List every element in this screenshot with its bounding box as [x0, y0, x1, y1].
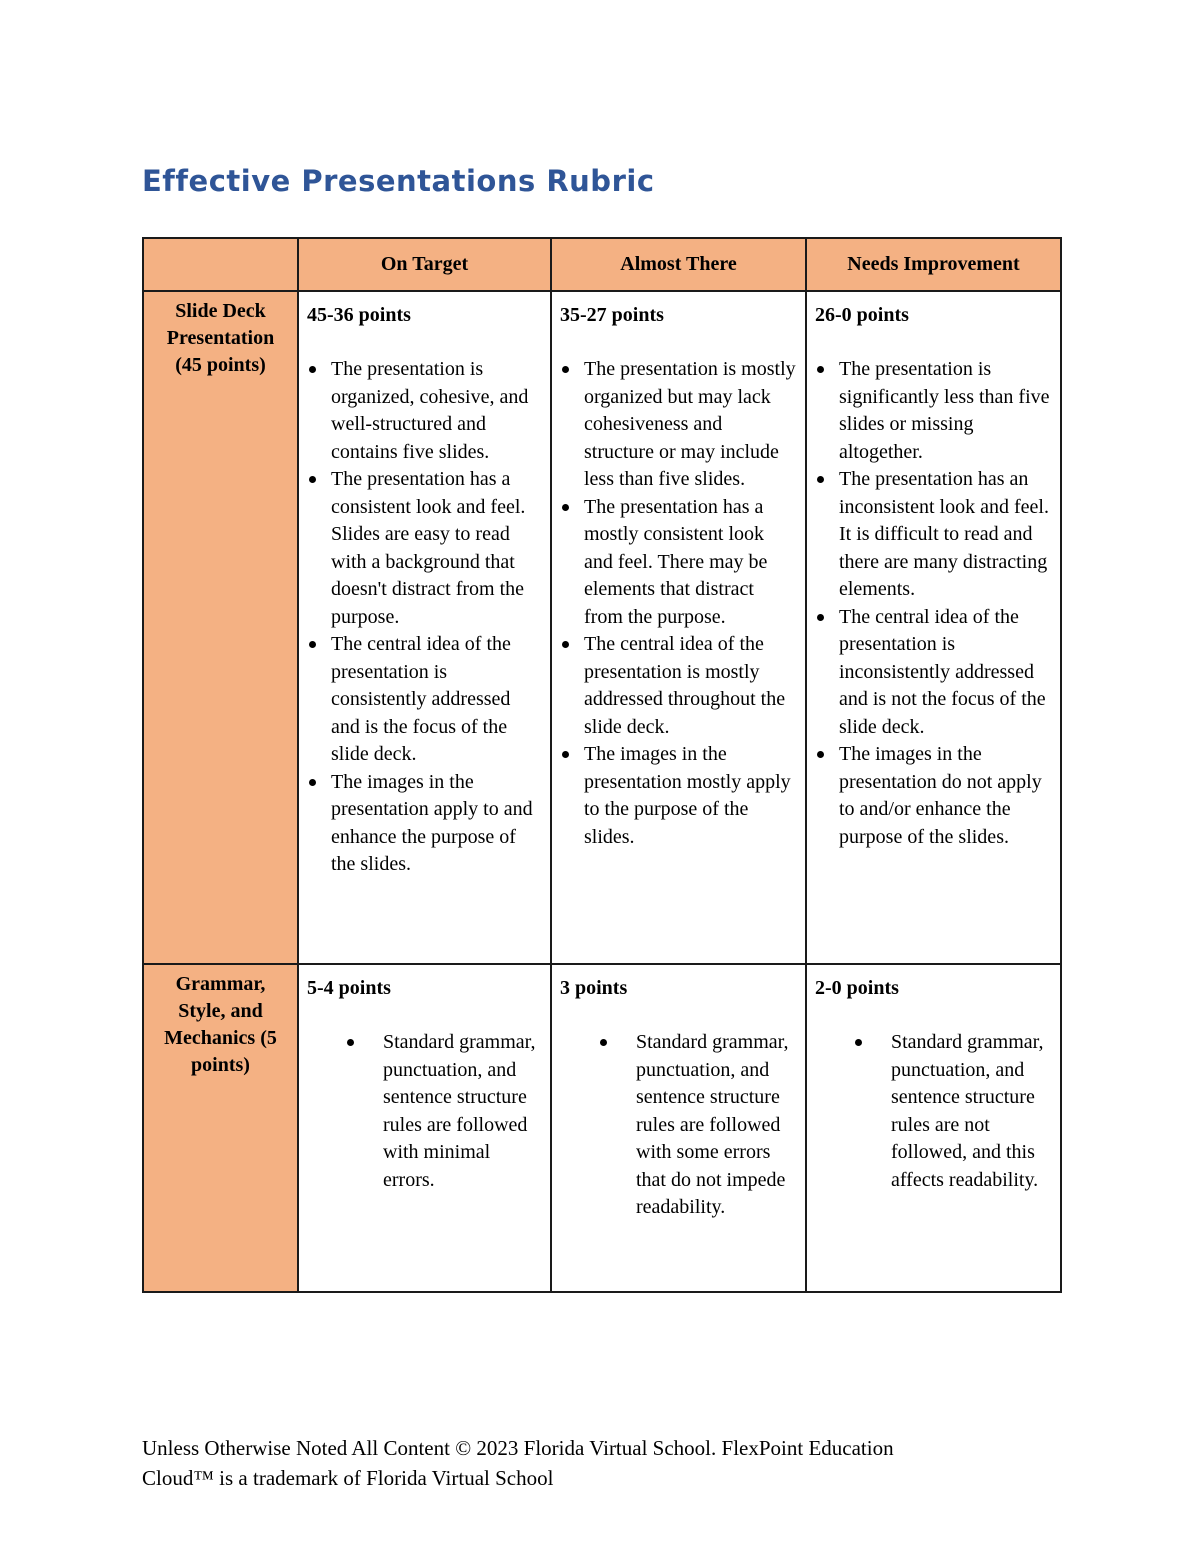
header-cell-empty: [142, 237, 299, 292]
cell-grammar-needs-improvement: 2-0 points Standard grammar, punctuation…: [805, 963, 1062, 1293]
bullet-list: Standard grammar, punctuation, and sente…: [345, 1029, 542, 1194]
bullet-item: The images in the presentation do not ap…: [815, 741, 1052, 851]
points-label: 2-0 points: [815, 977, 899, 999]
bullet-item: Standard grammar, punctuation, and sente…: [345, 1029, 542, 1194]
table-row-grammar: Grammar, Style, and Mechanics (5 points)…: [142, 963, 1062, 1293]
bullet-item: The presentation has an inconsistent loo…: [815, 466, 1052, 604]
bullet-item: The presentation is organized, cohesive,…: [307, 356, 542, 466]
bullet-list: The presentation is organized, cohesive,…: [307, 356, 542, 879]
points-label: 35-27 points: [560, 304, 664, 326]
bullet-item: The presentation has a mostly consistent…: [560, 494, 797, 632]
bullet-list: The presentation is significantly less t…: [815, 356, 1052, 851]
page-title: Effective Presentations Rubric: [142, 164, 655, 198]
bullet-item: Standard grammar, punctuation, and sente…: [853, 1029, 1052, 1194]
bullet-item: The presentation has a consistent look a…: [307, 466, 542, 631]
table-row-slide-deck: Slide Deck Presentation (45 points) 45-3…: [142, 290, 1062, 965]
bullet-item: The images in the presentation apply to …: [307, 769, 542, 879]
header-cell-needs-improvement: Needs Improvement: [805, 237, 1062, 292]
rubric-table: On Target Almost There Needs Improvement…: [142, 237, 1062, 1293]
bullet-item: The presentation is mostly organized but…: [560, 356, 797, 494]
copyright-footer-line2: Cloud™ is a trademark of Florida Virtual…: [142, 1466, 554, 1490]
cell-slide-deck-almost-there: 35-27 points The presentation is mostly …: [550, 290, 807, 965]
cell-grammar-almost-there: 3 points Standard grammar, punctuation, …: [550, 963, 807, 1293]
table-header-row: On Target Almost There Needs Improvement: [142, 237, 1062, 292]
points-label: 3 points: [560, 977, 628, 999]
header-cell-on-target: On Target: [297, 237, 552, 292]
points-label: 26-0 points: [815, 304, 909, 326]
bullet-item: The central idea of the presentation is …: [815, 604, 1052, 742]
cell-slide-deck-needs-improvement: 26-0 points The presentation is signific…: [805, 290, 1062, 965]
header-cell-almost-there: Almost There: [550, 237, 807, 292]
cell-slide-deck-on-target: 45-36 points The presentation is organiz…: [297, 290, 552, 965]
copyright-footer-line1: Unless Otherwise Noted All Content © 202…: [142, 1436, 894, 1460]
bullet-list: Standard grammar, punctuation, and sente…: [598, 1029, 797, 1222]
points-label: 45-36 points: [307, 304, 411, 326]
bullet-item: The presentation is significantly less t…: [815, 356, 1052, 466]
criterion-cell-grammar: Grammar, Style, and Mechanics (5 points): [142, 963, 299, 1293]
bullet-list: Standard grammar, punctuation, and sente…: [853, 1029, 1052, 1194]
bullet-list: The presentation is mostly organized but…: [560, 356, 797, 851]
bullet-item: Standard grammar, punctuation, and sente…: [598, 1029, 797, 1222]
copyright-footer: Unless Otherwise Noted All Content © 202…: [142, 1433, 1060, 1493]
cell-grammar-on-target: 5-4 points Standard grammar, punctuation…: [297, 963, 552, 1293]
points-label: 5-4 points: [307, 977, 391, 999]
bullet-item: The central idea of the presentation is …: [560, 631, 797, 741]
criterion-cell-slide-deck: Slide Deck Presentation (45 points): [142, 290, 299, 965]
bullet-item: The central idea of the presentation is …: [307, 631, 542, 769]
bullet-item: The images in the presentation mostly ap…: [560, 741, 797, 851]
